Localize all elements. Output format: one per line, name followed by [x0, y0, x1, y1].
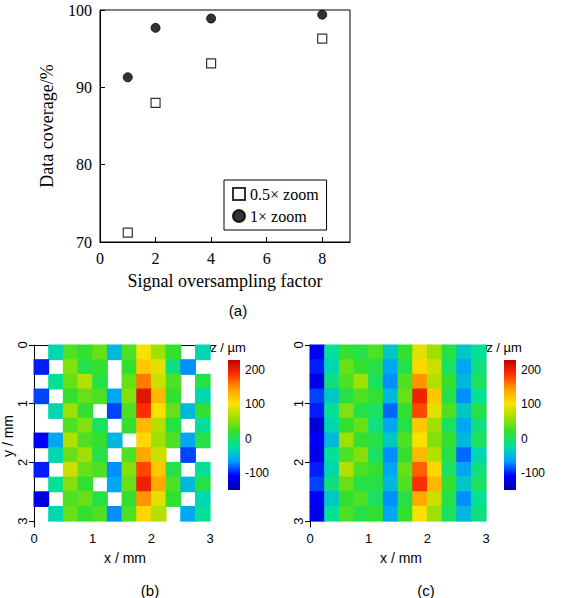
svg-text:2: 2	[15, 459, 30, 466]
svg-text:z / µm: z / µm	[486, 340, 522, 355]
svg-text:90: 90	[76, 79, 92, 96]
svg-text:100: 100	[521, 397, 541, 411]
svg-text:y / mm: y / mm	[0, 415, 16, 457]
svg-text:1: 1	[89, 531, 96, 546]
svg-text:0: 0	[96, 250, 104, 267]
svg-text:0: 0	[306, 531, 313, 546]
svg-text:1× zoom: 1× zoom	[250, 208, 307, 225]
svg-text:1: 1	[365, 531, 372, 546]
svg-text:0: 0	[291, 341, 306, 348]
svg-text:0: 0	[30, 531, 37, 546]
svg-text:100: 100	[68, 2, 92, 19]
svg-text:(a): (a)	[229, 302, 247, 319]
svg-text:200: 200	[521, 363, 541, 377]
svg-text:z / µm: z / µm	[210, 340, 246, 355]
svg-text:80: 80	[76, 156, 92, 173]
svg-text:x / mm: x / mm	[104, 550, 146, 566]
svg-text:-100: -100	[245, 466, 269, 480]
svg-text:2: 2	[424, 531, 431, 546]
svg-text:6: 6	[263, 250, 271, 267]
svg-text:Signal oversampling factor: Signal oversampling factor	[128, 271, 323, 291]
svg-text:200: 200	[245, 363, 265, 377]
svg-text:100: 100	[245, 397, 265, 411]
svg-text:(b): (b)	[141, 582, 159, 598]
svg-text:1: 1	[15, 400, 30, 407]
svg-text:2: 2	[291, 459, 306, 466]
svg-text:0.5× zoom: 0.5× zoom	[250, 186, 319, 203]
svg-text:8: 8	[318, 250, 326, 267]
svg-text:-100: -100	[521, 466, 545, 480]
svg-text:x / mm: x / mm	[380, 550, 422, 566]
svg-text:Data coverage/%: Data coverage/%	[37, 64, 57, 187]
svg-text:1: 1	[291, 400, 306, 407]
svg-text:2: 2	[152, 250, 160, 267]
svg-text:0: 0	[15, 341, 30, 348]
svg-text:3: 3	[483, 531, 490, 546]
svg-text:3: 3	[291, 518, 306, 525]
svg-text:2: 2	[148, 531, 155, 546]
svg-text:4: 4	[207, 250, 215, 267]
svg-text:0: 0	[521, 432, 528, 446]
svg-text:70: 70	[76, 234, 92, 251]
svg-text:3: 3	[15, 518, 30, 525]
svg-text:3: 3	[207, 531, 214, 546]
svg-text:(c): (c)	[417, 582, 435, 598]
svg-text:0: 0	[245, 432, 252, 446]
